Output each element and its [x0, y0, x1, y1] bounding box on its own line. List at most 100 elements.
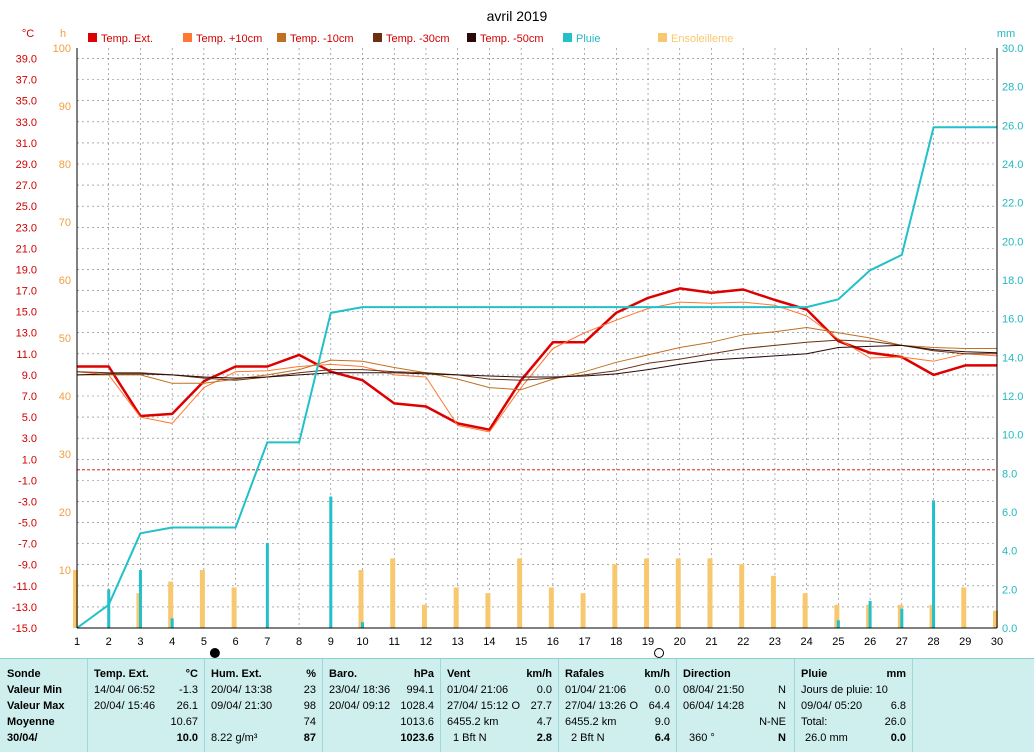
- mm-tick-label: 24.0: [1002, 159, 1023, 171]
- x-tick-label: 5: [201, 636, 207, 648]
- rain-bar: [329, 496, 333, 628]
- hum-min-date: 20/04/ 13:38: [211, 684, 273, 696]
- baro-unit: hPa: [413, 668, 434, 680]
- h-tick-label: 80: [59, 159, 71, 171]
- legend-label: Temp. -10cm: [290, 33, 354, 45]
- series-line: [77, 287, 997, 431]
- x-tick-label: 24: [801, 636, 813, 648]
- rafales-bft: 2 Bft N: [571, 732, 605, 744]
- rafales-min: 0.0: [654, 684, 670, 696]
- sunshine-bar: [168, 581, 174, 628]
- series-line: [76, 339, 997, 381]
- legend-swatch: [467, 33, 476, 42]
- sunshine-bar: [770, 575, 776, 628]
- summary-rafales: Rafales km/h 01/04/ 21:06 0.0 27/04/ 13:…: [559, 659, 677, 752]
- temp-avg: 10.67: [170, 716, 198, 728]
- right-axis-unit: mm: [997, 28, 1015, 40]
- sunshine-bar: [485, 593, 491, 628]
- hum-min: 23: [303, 684, 316, 696]
- y-tick-label: -13.0: [12, 602, 37, 614]
- sunshine-bar: [675, 558, 681, 628]
- mm-tick-label: 6.0: [1002, 507, 1017, 519]
- summary-vent: Vent km/h 01/04/ 21:06 0.0 27/04/ 15:12 …: [441, 659, 559, 752]
- rafales-max-date: 27/04/ 13:26: [565, 700, 627, 712]
- y-tick-label: -11.0: [13, 581, 37, 593]
- vent-unit: km/h: [526, 668, 552, 680]
- vent-dist: 6455.2 km: [447, 716, 499, 728]
- h-tick-label: 50: [59, 333, 71, 345]
- y-tick-label: -9.0: [18, 560, 37, 572]
- temp-unit: °C: [185, 668, 198, 680]
- x-tick-label: 7: [264, 636, 270, 648]
- sunshine-bar: [73, 570, 78, 628]
- rafales-title: Rafales: [565, 668, 605, 680]
- direction-title: Direction: [683, 668, 731, 680]
- y-tick-label: 11.0: [16, 349, 37, 361]
- mm-tick-label: 8.0: [1002, 468, 1017, 480]
- h-tick-label: 30: [59, 449, 71, 461]
- y-tick-label: 5.0: [22, 412, 37, 424]
- mm-tick-label: 16.0: [1002, 314, 1023, 326]
- h-tick-label: 10: [59, 565, 71, 577]
- climate-chart: avril 2019 °C h mm Temp. Ext. Temp. +10cm…: [12, 8, 1023, 658]
- hum-max-date: 09/04/ 21:30: [211, 700, 273, 712]
- plot-area: [77, 48, 997, 628]
- sunshine-bar: [390, 558, 396, 628]
- series-line: [76, 301, 998, 433]
- mm-tick-label: 0.0: [1002, 623, 1017, 635]
- vent-max-date: 27/04/ 15:12: [447, 700, 509, 712]
- x-tick-label: 21: [705, 636, 717, 648]
- rain-bar: [265, 542, 269, 628]
- full-moon-icon: [654, 648, 665, 658]
- x-tick-label: 12: [420, 636, 432, 648]
- y-tick-label: 15.0: [16, 307, 37, 319]
- series-line: [76, 344, 998, 379]
- vent-last: 2.8: [536, 732, 552, 744]
- direction-min-date: 08/04/ 21:50: [683, 684, 745, 696]
- legend-label: Temp. -50cm: [480, 33, 544, 45]
- rain-bar: [361, 622, 365, 628]
- hum-unit: %: [306, 668, 316, 680]
- mm-tick-label: 18.0: [1002, 275, 1023, 287]
- pluie-last: 0.0: [890, 732, 906, 744]
- sunshine-bar: [580, 593, 586, 628]
- mm-tick-label: 14.0: [1002, 352, 1023, 364]
- x-tick-label: 28: [927, 636, 939, 648]
- rain-bar: [836, 620, 840, 628]
- mm-tick-label: 22.0: [1002, 198, 1023, 210]
- vent-title: Vent: [447, 668, 471, 680]
- baro-min-date: 23/04/ 18:36: [329, 684, 391, 696]
- x-tick-label: 29: [959, 636, 971, 648]
- hum-avg: 74: [303, 716, 316, 728]
- mm-tick-label: 2.0: [1002, 584, 1017, 596]
- rafales-max-dir: O: [629, 700, 638, 712]
- chart-title: avril 2019: [487, 8, 548, 24]
- summary-baro: Baro. hPa 23/04/ 18:36 994.1 20/04/ 09:1…: [323, 659, 441, 752]
- h-tick-label: 40: [59, 391, 71, 403]
- x-tick-label: 14: [483, 636, 495, 648]
- y-tick-label: 37.0: [16, 75, 37, 87]
- legend-label: Ensoleilleme: [671, 33, 733, 45]
- rain-bar: [868, 600, 872, 628]
- h-tick-label: 100: [53, 43, 71, 55]
- temp-last: 10.0: [176, 732, 198, 744]
- legend-swatch: [277, 33, 286, 42]
- y-tick-label: 13.0: [16, 328, 37, 340]
- vent-min-date: 01/04/ 21:06: [447, 684, 509, 696]
- x-tick-label: 19: [642, 636, 654, 648]
- grid-lines: [76, 48, 998, 629]
- y-tick-label: 1.0: [22, 454, 37, 466]
- hours-axis-unit: h: [60, 28, 66, 40]
- rain-bar: [900, 608, 904, 628]
- y-tick-label: 21.0: [16, 243, 37, 255]
- vent-bft: 1 Bft N: [453, 732, 487, 744]
- rafales-dist: 6455.2 km: [565, 716, 617, 728]
- summary-pluie: Pluie mm Jours de pluie: 10 09/04/ 05:20…: [795, 659, 913, 752]
- h-tick-label: 20: [59, 507, 71, 519]
- vent-avg: 4.7: [536, 716, 552, 728]
- x-tick-label: 9: [328, 636, 334, 648]
- baro-last: 1023.6: [400, 732, 434, 744]
- pluie-title: Pluie: [801, 668, 828, 680]
- sunshine-bar: [421, 604, 427, 628]
- rafales-min-date: 01/04/ 21:06: [565, 684, 627, 696]
